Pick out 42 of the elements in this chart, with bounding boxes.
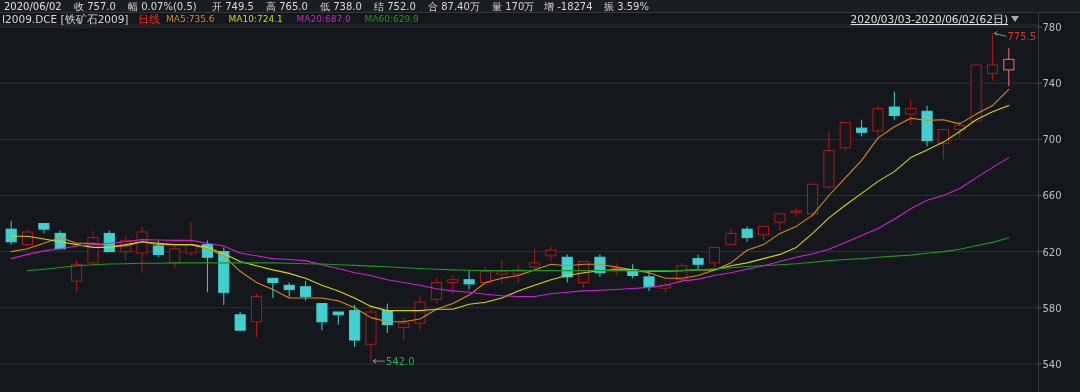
- text: 收 757.0: [74, 1, 116, 12]
- text: 量 170万: [492, 1, 535, 12]
- candlestick: [823, 130, 835, 191]
- text: 高 765.0: [266, 1, 308, 12]
- text: 振 3.59%: [604, 1, 649, 12]
- candlestick: [71, 259, 83, 293]
- y-tick-label: 660: [1042, 190, 1062, 202]
- line-series: [10, 157, 1010, 298]
- candlestick: [741, 225, 753, 243]
- y-tick-label: 540: [1042, 358, 1062, 370]
- text: 幅 0.07%(0.5): [128, 1, 197, 12]
- text: 低 738.0: [320, 1, 362, 12]
- text: 开 749.5: [212, 1, 254, 12]
- text: MA20:687.0: [296, 14, 352, 24]
- y-tick-label: 580: [1042, 302, 1062, 314]
- text: 结 752.0: [374, 1, 416, 12]
- y-tick-label: 780: [1042, 22, 1062, 34]
- candlestick: [365, 308, 377, 362]
- candlestick: [692, 253, 704, 271]
- candlestick: [921, 105, 933, 147]
- chart-title: 2020/06/02: [4, 1, 62, 12]
- annotation: 775.5: [1007, 31, 1037, 43]
- candlestick: [545, 245, 557, 262]
- candlestick: [430, 277, 442, 305]
- text: 合 87.40万: [428, 1, 480, 12]
- candlestick: [5, 220, 17, 246]
- candlestick: [1003, 47, 1015, 87]
- legend-title: 日线: [138, 13, 160, 25]
- text: 增 -18274: [543, 1, 593, 12]
- candlestick: [888, 91, 900, 121]
- annotation: 542.0: [385, 356, 415, 368]
- text: MA10:724.1: [228, 14, 283, 24]
- candlestick: [463, 269, 475, 291]
- y-tick-label: 700: [1042, 134, 1062, 146]
- chart-subtitle: I2009.DCE [铁矿石2009]: [2, 13, 129, 25]
- annotation: 2020/03/03-2020/06/02(62日): [850, 13, 1008, 25]
- text: MA5:735.6: [166, 14, 215, 24]
- text: MA60:629.9: [364, 14, 420, 24]
- candlestick: [872, 105, 884, 138]
- y-tick-label: 620: [1042, 246, 1062, 258]
- candlestick: [185, 221, 197, 257]
- y-tick-label: 740: [1042, 78, 1062, 90]
